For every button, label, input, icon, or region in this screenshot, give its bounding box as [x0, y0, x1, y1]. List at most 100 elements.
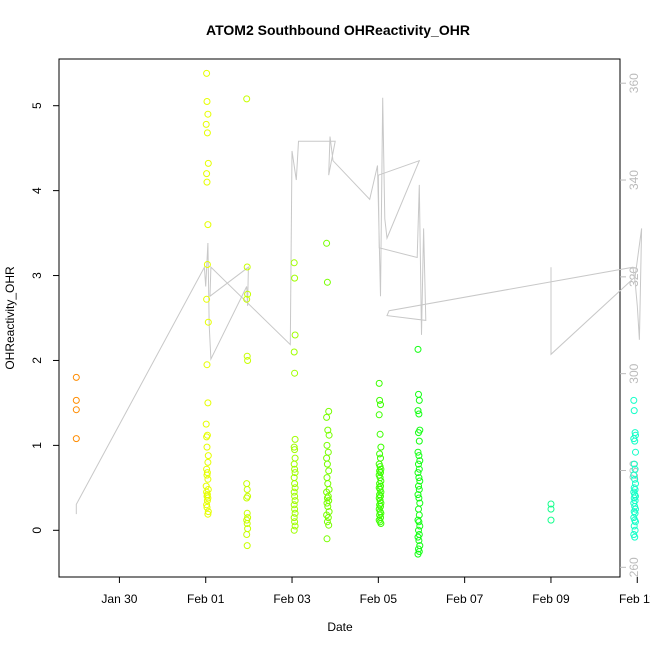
data-point: [415, 390, 422, 398]
data-point: [415, 486, 423, 493]
data-point: [291, 369, 299, 377]
chart-title: ATOM2 Southbound OHReactivity_OHR: [206, 22, 470, 38]
data-point: [632, 480, 639, 488]
data-point: [203, 170, 211, 178]
data-point: [291, 435, 299, 443]
y2-tick-label: 280: [627, 460, 641, 480]
data-point: [243, 352, 251, 360]
data-point: [290, 443, 298, 451]
data-point: [325, 521, 333, 529]
data-point: [414, 533, 422, 541]
data-point: [323, 474, 331, 482]
data-point: [414, 345, 422, 353]
data-point: [324, 514, 332, 522]
data-point: [243, 516, 251, 524]
data-point: [291, 469, 299, 477]
data-point: [375, 379, 383, 387]
data-point: [414, 448, 422, 456]
data-point: [290, 514, 298, 522]
y-axis-label: OHReactivity_OHR: [3, 266, 17, 370]
data-point: [290, 259, 298, 267]
data-point: [203, 98, 211, 105]
data-point: [203, 295, 211, 303]
data-point: [203, 178, 211, 186]
data-point: [547, 516, 555, 524]
data-point: [72, 373, 80, 381]
data-point: [323, 278, 331, 286]
data-point: [204, 399, 212, 407]
data-point: [291, 492, 299, 500]
data-point: [414, 550, 422, 558]
data-point: [323, 499, 331, 507]
y-tick-label: 0: [30, 527, 44, 534]
data-point: [324, 480, 332, 488]
y2-tick-label: 360: [627, 73, 641, 93]
series-group: [630, 396, 639, 541]
data-point: [632, 448, 639, 456]
data-point: [377, 443, 385, 451]
series-group: [323, 239, 333, 543]
data-point: [323, 413, 331, 421]
data-point: [415, 429, 422, 437]
data-point: [243, 509, 251, 517]
series-group: [243, 95, 252, 550]
data-point: [243, 520, 251, 527]
data-point: [291, 522, 299, 530]
x-tick-label: Feb 11: [619, 592, 650, 606]
data-point: [376, 450, 384, 458]
series-group: [375, 379, 385, 527]
data-point: [377, 509, 385, 517]
data-point: [203, 471, 211, 479]
data-point: [203, 69, 211, 77]
y-tick-label: 4: [30, 187, 44, 194]
data-point: [291, 331, 299, 339]
data-point: [415, 452, 423, 460]
x-axis: Jan 30 Feb 01 Feb 03 Feb 05 Feb 07 Feb 09 Feb …: [101, 577, 650, 606]
data-point: [290, 460, 298, 468]
data-point: [415, 437, 423, 445]
x-tick-label: Feb 09: [532, 592, 570, 606]
data-point: [291, 274, 299, 282]
data-point: [377, 492, 384, 500]
data-point: [243, 531, 251, 538]
data-point: [243, 494, 251, 502]
data-point: [415, 482, 422, 490]
data-point: [631, 475, 639, 483]
data-point: [630, 396, 638, 404]
data-point: [630, 471, 638, 479]
data-point: [291, 518, 299, 526]
data-point: [244, 290, 252, 298]
data-point: [324, 503, 332, 510]
data-point: [290, 501, 298, 509]
data-point: [414, 469, 422, 477]
data-point: [323, 518, 331, 526]
data-point: [325, 407, 333, 415]
data-point: [204, 452, 212, 460]
data-point: [416, 477, 424, 485]
data-point: [72, 396, 80, 404]
plot-area: [58, 58, 621, 578]
series-group: [290, 259, 299, 534]
data-point: [290, 488, 298, 496]
data-point: [323, 460, 331, 468]
data-point: [291, 465, 299, 473]
data-point: [244, 357, 252, 364]
data-point: [202, 420, 210, 428]
y-tick-label: 1: [30, 442, 44, 449]
data-point: [291, 509, 299, 517]
data-point: [630, 460, 638, 468]
y2-tick-label: 340: [627, 170, 641, 190]
data-point: [203, 497, 211, 505]
data-point: [203, 503, 211, 511]
data-point: [204, 221, 212, 229]
data-point: [631, 437, 639, 445]
data-point: [243, 480, 251, 488]
data-point: [325, 467, 333, 475]
y-tick-label: 2: [30, 357, 44, 364]
data-point: [323, 535, 331, 543]
y2-tick-label: 300: [627, 363, 641, 383]
data-point: [203, 501, 211, 509]
data-point: [243, 263, 251, 271]
data-point: [203, 361, 211, 369]
